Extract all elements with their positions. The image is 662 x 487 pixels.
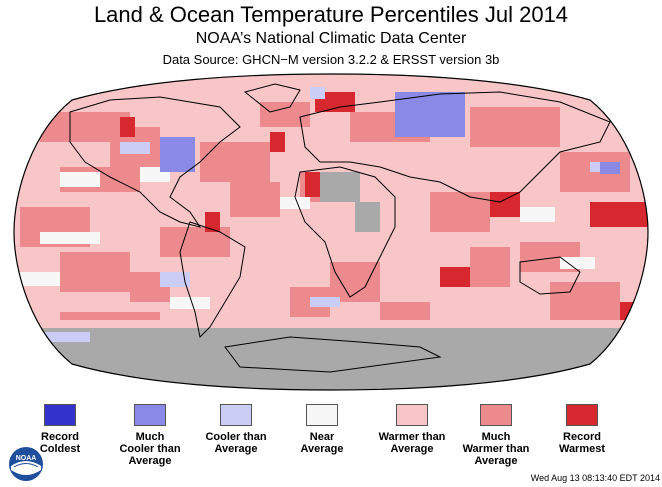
legend-swatch (44, 404, 76, 426)
legend-label-line: Coldest (39, 443, 81, 455)
legend-label-line: Average (128, 455, 172, 467)
legend-label-line: Warmer than (378, 431, 446, 443)
legend-label-line: Warmest (558, 443, 606, 455)
legend-item: Near Average (276, 404, 368, 455)
legend-label-line: Average (300, 443, 344, 455)
legend-label-line: Cooler than (205, 431, 267, 443)
legend-item: Record Warmest (536, 404, 628, 455)
map-subtitle: NOAA’s National Climatic Data Center (195, 30, 467, 47)
legend-swatch (134, 404, 166, 426)
map-title: Land & Ocean Temperature Percentiles Jul… (93, 2, 569, 27)
legend-label-line: Cooler than (119, 443, 181, 455)
legend-swatch (566, 404, 598, 426)
legend-label: Much Cooler than Average (104, 431, 196, 467)
data-source: Data Source: GHCN−M version 3.2.2 & ERSS… (162, 52, 500, 67)
legend-label: Much Warmer than Average (450, 431, 542, 467)
legend-label-line: Warmer than (462, 443, 530, 455)
legend-label-line: Average (390, 443, 434, 455)
noaa-logo-icon: NOAA (9, 447, 43, 481)
southern-ocean-band (14, 320, 648, 328)
legend-label-line: Much (481, 431, 511, 443)
legend-label-line: Average (474, 455, 518, 467)
noaa-logo-text: NOAA (16, 455, 37, 462)
timestamp: Wed Aug 13 08:13:40 EDT 2014 (530, 473, 660, 483)
legend-swatch (306, 404, 338, 426)
map-border (13, 73, 649, 391)
legend-swatch (220, 404, 252, 426)
legend-label: Record Coldest (14, 431, 106, 455)
legend-swatch (480, 404, 512, 426)
legend-label-line: Average (214, 443, 258, 455)
legend-swatch (396, 404, 428, 426)
legend-label-line: Record (41, 431, 79, 443)
legend-label-line: Record (563, 431, 601, 443)
southern-cool-band (14, 332, 90, 342)
legend-item: Record Coldest (14, 404, 106, 455)
legend-label: Record Warmest (536, 431, 628, 455)
legend-item: Much Cooler than Average (104, 404, 196, 467)
world-percentile-map (13, 73, 649, 391)
legend-label: Cooler than Average (190, 431, 282, 455)
legend-label: Near Average (276, 431, 368, 455)
legend-label-line: Near (309, 431, 335, 443)
legend-item: Warmer than Average (366, 404, 458, 455)
legend-label-line: Much (135, 431, 165, 443)
legend-label: Warmer than Average (366, 431, 458, 455)
legend-item: Cooler than Average (190, 404, 282, 455)
continent-outlines (69, 83, 611, 373)
legend-item: Much Warmer than Average (450, 404, 542, 467)
